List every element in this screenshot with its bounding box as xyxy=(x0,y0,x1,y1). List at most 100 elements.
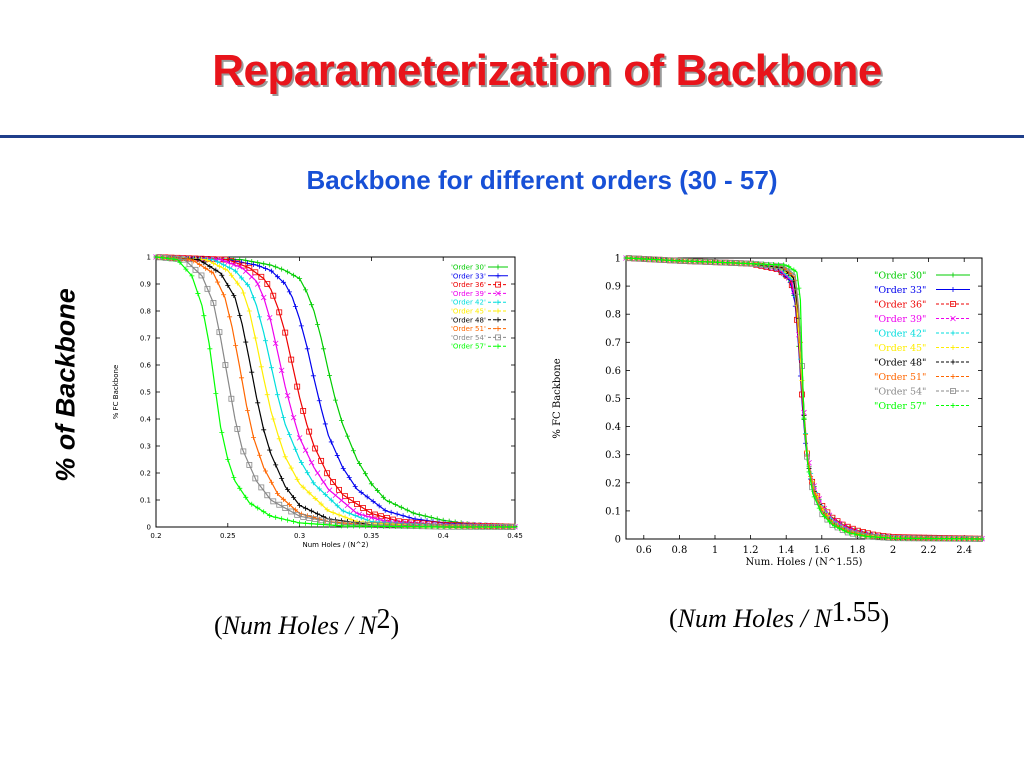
data-point xyxy=(276,309,283,316)
data-point xyxy=(195,257,201,263)
data-point xyxy=(267,447,273,453)
x-tick-label: 1.8 xyxy=(849,545,865,556)
data-point xyxy=(689,258,695,264)
data-point xyxy=(300,407,307,414)
series-order-45 xyxy=(625,255,983,542)
x-tick-label: 0.45 xyxy=(507,532,523,540)
data-point xyxy=(735,260,741,266)
data-point xyxy=(332,492,339,499)
data-point xyxy=(350,448,356,454)
data-point xyxy=(310,373,316,379)
data-point xyxy=(908,535,914,541)
y-tick-label: 0.5 xyxy=(605,394,621,405)
legend-entry-label: 'Order 51' xyxy=(451,325,486,333)
data-point xyxy=(322,421,328,427)
data-point xyxy=(338,417,344,423)
data-point xyxy=(306,490,312,496)
data-point xyxy=(280,415,286,421)
data-point xyxy=(316,486,322,492)
data-point xyxy=(297,276,303,282)
legend-entry-marker xyxy=(495,343,501,349)
legend-entry-label: 'Order 57' xyxy=(451,343,486,351)
data-point xyxy=(786,264,792,270)
data-point xyxy=(270,292,277,299)
data-point xyxy=(292,304,298,309)
legend-entry-label: 'Order 36' xyxy=(451,281,486,289)
data-point xyxy=(261,427,267,433)
data-point xyxy=(342,514,348,520)
data-point xyxy=(280,279,286,285)
data-point xyxy=(318,501,324,507)
data-point xyxy=(197,262,203,268)
data-point xyxy=(228,395,235,402)
data-point xyxy=(246,308,252,314)
data-point xyxy=(252,269,259,276)
data-point xyxy=(177,259,183,265)
data-point xyxy=(288,508,295,515)
y-tick-label: 0.9 xyxy=(605,282,621,293)
data-point xyxy=(282,505,289,512)
data-point xyxy=(628,255,634,261)
data-point xyxy=(416,524,422,530)
data-point xyxy=(246,264,253,271)
data-point xyxy=(251,295,257,301)
data-point xyxy=(257,314,263,320)
x-tick-label: 0.25 xyxy=(220,532,236,540)
data-point xyxy=(440,524,446,530)
data-point xyxy=(210,260,216,266)
series-line xyxy=(625,257,983,540)
data-point xyxy=(251,434,257,440)
data-point xyxy=(294,511,301,518)
data-point xyxy=(279,475,285,481)
data-point xyxy=(294,383,301,390)
data-point xyxy=(316,398,322,404)
data-point xyxy=(249,369,255,375)
data-point xyxy=(674,258,680,264)
data-point xyxy=(350,507,357,514)
data-point xyxy=(251,262,257,268)
x-tick-label: 0.6 xyxy=(636,545,652,556)
data-point xyxy=(189,273,195,279)
data-point xyxy=(309,521,315,527)
data-point xyxy=(266,314,273,321)
data-point xyxy=(801,415,807,421)
data-point xyxy=(213,267,219,273)
data-point xyxy=(654,257,660,263)
data-point xyxy=(276,501,283,508)
data-point xyxy=(362,471,368,477)
data-point xyxy=(386,499,392,505)
data-point xyxy=(324,518,331,525)
data-point xyxy=(304,346,310,352)
title-divider xyxy=(0,135,1024,138)
legend-entry-label: 'Order 42' xyxy=(451,299,486,307)
data-point xyxy=(362,523,368,529)
x-tick-label: 1.4 xyxy=(778,545,794,556)
data-point xyxy=(286,502,292,508)
y-tick-label: 0.2 xyxy=(140,469,151,477)
data-point xyxy=(213,390,219,396)
data-point xyxy=(938,536,944,542)
series-order-30 xyxy=(623,255,985,542)
data-point xyxy=(233,268,239,274)
data-point xyxy=(464,524,470,530)
data-point xyxy=(318,457,325,464)
data-point xyxy=(699,259,705,265)
data-point xyxy=(240,448,247,455)
series-order-57 xyxy=(153,254,518,530)
data-point xyxy=(273,264,279,270)
data-point xyxy=(928,536,934,542)
data-point xyxy=(366,509,372,515)
data-point xyxy=(837,525,843,531)
data-point xyxy=(374,523,380,529)
data-point xyxy=(338,523,344,529)
data-point xyxy=(770,262,776,268)
data-point xyxy=(291,495,297,501)
data-point xyxy=(346,510,352,516)
data-point xyxy=(234,425,241,432)
data-point xyxy=(273,462,279,468)
x-tick-label: 0.8 xyxy=(671,545,687,556)
legend-entry-marker xyxy=(950,315,956,322)
data-point xyxy=(816,505,822,511)
formula-right-exponent: 1.55 xyxy=(831,597,881,628)
data-point xyxy=(356,523,362,529)
